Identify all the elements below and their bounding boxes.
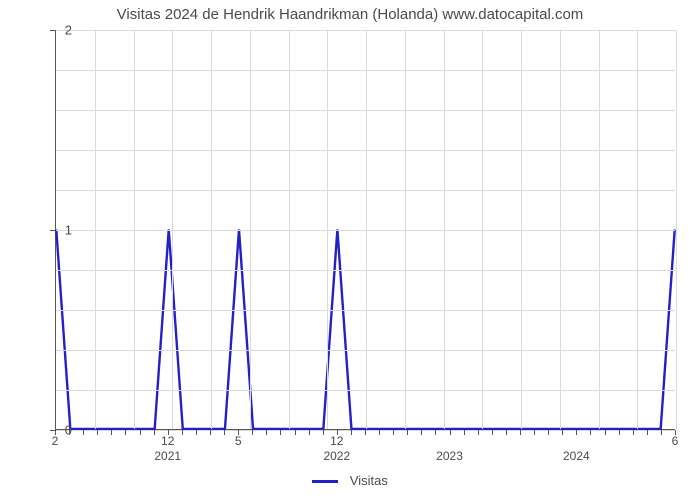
x-tick-mark <box>295 430 296 435</box>
x-axis-minor-label: 12 <box>161 434 174 448</box>
chart-container: Visitas 2024 de Hendrik Haandrikman (Hol… <box>0 0 700 500</box>
x-tick-mark <box>633 430 634 435</box>
x-axis-minor-label: 6 <box>672 434 679 448</box>
y-axis-label: 2 <box>52 23 72 38</box>
x-tick-mark <box>492 430 493 435</box>
y-axis-label: 1 <box>52 223 72 238</box>
x-tick-mark <box>590 430 591 435</box>
plot-area <box>55 30 675 430</box>
x-axis-major-label: 2023 <box>436 449 463 463</box>
x-tick-mark <box>647 430 648 435</box>
gridline-vertical <box>289 30 290 429</box>
x-tick-mark <box>379 430 380 435</box>
gridline-vertical <box>172 30 173 429</box>
x-tick-mark <box>111 430 112 435</box>
gridline-vertical <box>676 30 677 429</box>
x-tick-mark <box>619 430 620 435</box>
x-tick-mark <box>534 430 535 435</box>
x-tick-mark <box>140 430 141 435</box>
x-tick-mark <box>196 430 197 435</box>
x-tick-mark <box>605 430 606 435</box>
gridline-vertical <box>599 30 600 429</box>
legend-swatch <box>312 480 338 483</box>
gridline-vertical <box>134 30 135 429</box>
x-tick-mark <box>309 430 310 435</box>
gridline-vertical <box>95 30 96 429</box>
chart-title: Visitas 2024 de Hendrik Haandrikman (Hol… <box>0 6 700 23</box>
x-tick-mark <box>97 430 98 435</box>
x-tick-mark <box>548 430 549 435</box>
x-tick-mark <box>365 430 366 435</box>
x-tick-mark <box>280 430 281 435</box>
x-tick-mark <box>182 430 183 435</box>
gridline-vertical <box>444 30 445 429</box>
x-tick-mark <box>661 430 662 435</box>
x-tick-mark <box>323 430 324 435</box>
x-tick-mark <box>83 430 84 435</box>
x-tick-mark <box>393 430 394 435</box>
x-axis-minor-label: 2 <box>52 434 59 448</box>
gridline-vertical <box>250 30 251 429</box>
gridline-vertical <box>521 30 522 429</box>
x-tick-mark <box>266 430 267 435</box>
x-axis-major-label: 2021 <box>154 449 181 463</box>
x-axis-major-label: 2024 <box>563 449 590 463</box>
x-tick-mark <box>224 430 225 435</box>
gridline-vertical <box>482 30 483 429</box>
x-tick-mark <box>125 430 126 435</box>
gridline-vertical <box>211 30 212 429</box>
x-axis-major-label: 2022 <box>323 449 350 463</box>
x-tick-mark <box>506 430 507 435</box>
x-tick-mark <box>154 430 155 435</box>
x-axis-minor-label: 12 <box>330 434 343 448</box>
x-tick-mark <box>562 430 563 435</box>
gridline-vertical <box>560 30 561 429</box>
x-tick-mark <box>421 430 422 435</box>
y-tick-mark <box>50 230 55 231</box>
gridline-vertical <box>637 30 638 429</box>
x-tick-mark <box>210 430 211 435</box>
x-axis-minor-label: 5 <box>235 434 242 448</box>
legend: Visitas <box>0 473 700 488</box>
legend-label: Visitas <box>350 473 388 488</box>
x-tick-mark <box>478 430 479 435</box>
gridline-vertical <box>405 30 406 429</box>
y-tick-mark <box>50 30 55 31</box>
gridline-vertical <box>327 30 328 429</box>
gridline-vertical <box>366 30 367 429</box>
x-tick-mark <box>252 430 253 435</box>
x-tick-mark <box>464 430 465 435</box>
x-tick-mark <box>407 430 408 435</box>
x-tick-mark <box>450 430 451 435</box>
x-tick-mark <box>576 430 577 435</box>
x-tick-mark <box>520 430 521 435</box>
x-tick-mark <box>351 430 352 435</box>
x-tick-mark <box>69 430 70 435</box>
x-tick-mark <box>435 430 436 435</box>
